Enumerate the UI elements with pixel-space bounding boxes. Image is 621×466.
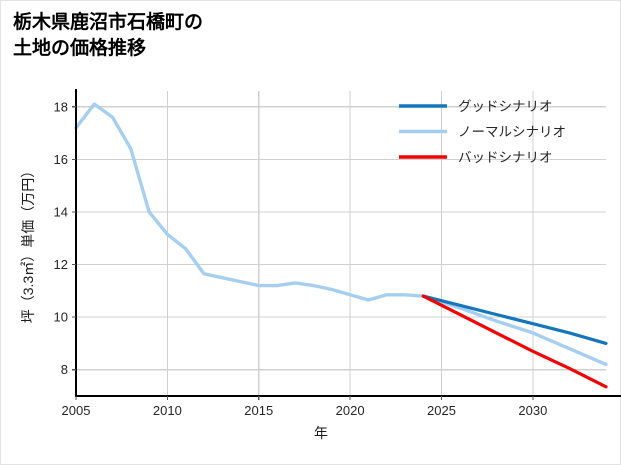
chart-title: 栃木県鹿沼市石橋町の 土地の価格推移 xyxy=(13,12,204,59)
x-tick-label: 2020 xyxy=(336,403,365,418)
y-tick-labels: 8 10 12 14 16 18 xyxy=(54,99,68,377)
legend-label: バッドシナリオ xyxy=(458,150,553,165)
series-lines xyxy=(74,102,608,389)
x-tick-labels: 2005 2010 2015 2020 2025 2030 xyxy=(62,403,548,418)
axis-ticks xyxy=(72,106,534,400)
y-tick-label: 10 xyxy=(54,310,68,325)
x-tick-label: 2030 xyxy=(518,403,547,418)
legend-label: グッドシナリオ xyxy=(458,99,553,114)
y-axis-title: 坪（3.3㎡）単価（万円） xyxy=(20,164,36,323)
axis-titles: 坪（3.3㎡）単価（万円） 年 xyxy=(20,164,328,441)
x-tick-label: 2005 xyxy=(62,403,91,418)
series-line xyxy=(421,294,608,389)
y-tick-label: 18 xyxy=(54,99,68,114)
x-tick-label: 2025 xyxy=(427,403,456,418)
legend-label: ノーマルシナリオ xyxy=(458,125,566,140)
y-gridlines xyxy=(76,106,606,371)
y-tick-label: 16 xyxy=(54,152,68,167)
series-line xyxy=(421,294,608,346)
axis-spines xyxy=(74,89,621,398)
y-tick-label: 14 xyxy=(54,204,68,219)
series-line xyxy=(74,102,608,367)
y-tick-label: 8 xyxy=(61,362,68,377)
x-axis-title: 年 xyxy=(314,425,328,441)
x-tick-label: 2015 xyxy=(244,403,273,418)
x-tick-label: 2010 xyxy=(153,403,182,418)
y-tick-label: 12 xyxy=(54,257,68,272)
